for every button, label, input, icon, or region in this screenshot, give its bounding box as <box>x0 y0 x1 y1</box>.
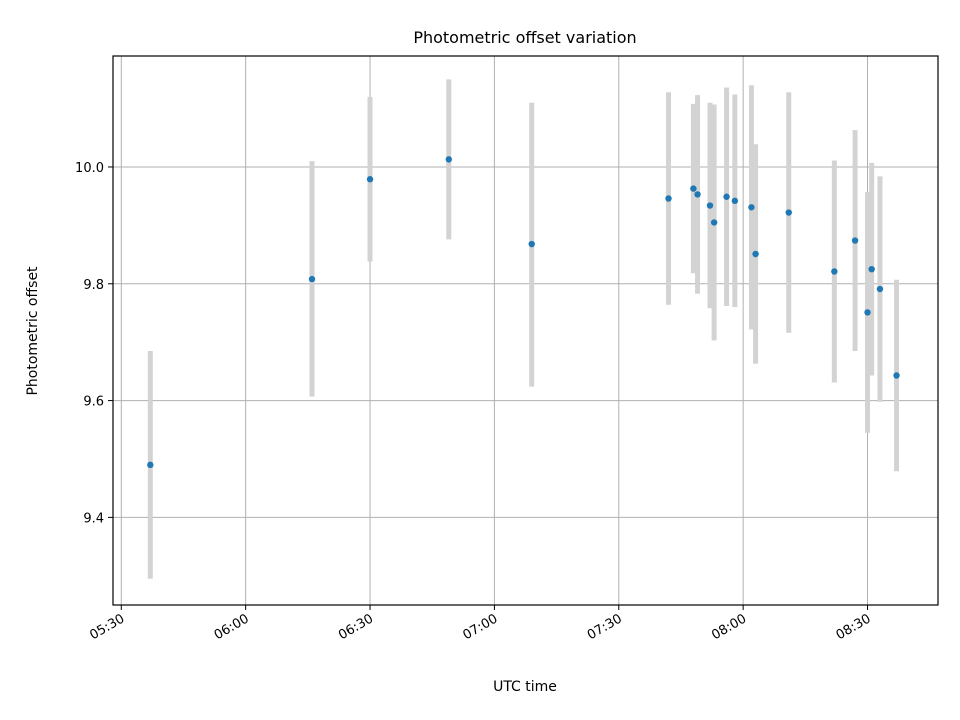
data-point <box>876 285 884 293</box>
data-point <box>690 185 697 192</box>
data-point <box>831 268 838 275</box>
y-axis-label: Photometric offset <box>25 266 41 396</box>
data-point <box>752 250 759 258</box>
data-point <box>445 156 453 163</box>
data-point <box>366 176 374 183</box>
data-point <box>868 265 875 273</box>
chart-title: Photometric offset variation <box>413 28 636 47</box>
y-tick-label: 10.0 <box>75 161 104 176</box>
data-point <box>147 461 154 469</box>
data-point <box>851 237 859 244</box>
data-point <box>893 372 900 379</box>
y-tick-label: 9.4 <box>83 511 104 526</box>
data-point <box>710 219 718 226</box>
y-tick-label: 9.8 <box>83 278 104 293</box>
data-point <box>706 202 714 209</box>
data-point <box>665 195 672 202</box>
data-point <box>723 193 730 200</box>
data-point <box>748 204 755 211</box>
x-axis-label: UTC time <box>493 679 557 695</box>
data-point <box>731 197 739 205</box>
data-point <box>528 240 535 248</box>
data-point <box>308 275 316 283</box>
y-tick-label: 9.6 <box>83 395 104 410</box>
data-point <box>864 309 871 316</box>
plot-frame <box>112 55 939 606</box>
y-axis-ticks: 9.4 9.6 9.8 10.0 <box>75 161 113 526</box>
data-point <box>785 209 792 216</box>
data-point <box>694 191 701 198</box>
data-points <box>147 156 900 469</box>
